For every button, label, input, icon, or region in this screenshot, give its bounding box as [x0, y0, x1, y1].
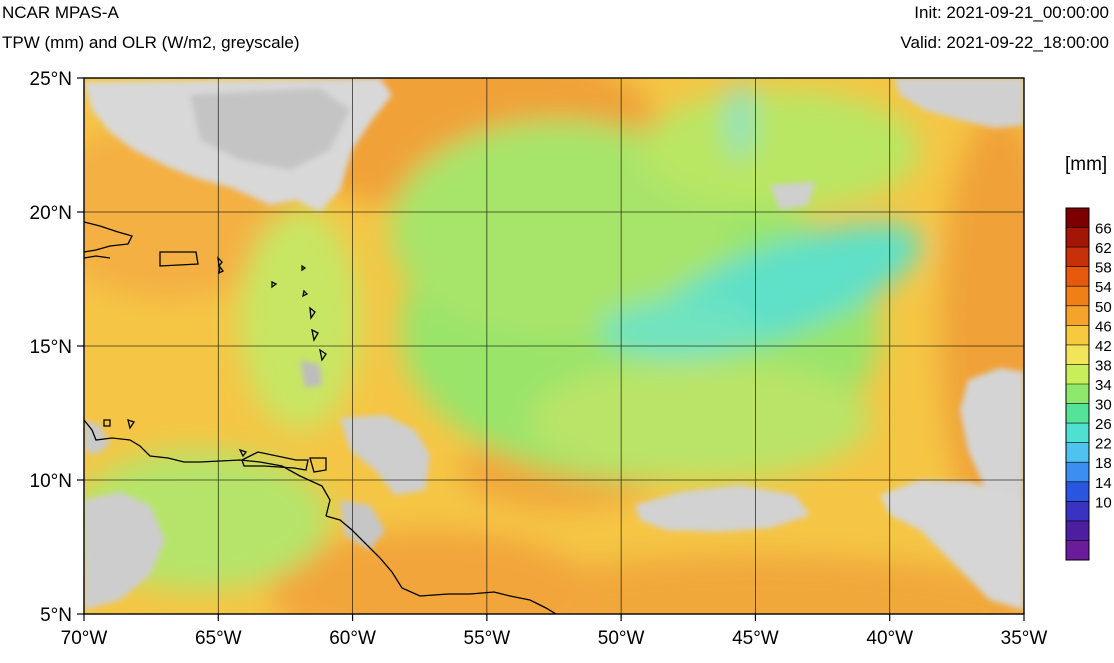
colorbar-swatch — [1066, 227, 1089, 248]
colorbar-label: 66 — [1095, 221, 1112, 238]
lat-tick-label: 15°N — [30, 337, 72, 358]
olr-clouds — [84, 78, 1024, 610]
axes: 70°W 65°W 60°W 55°W 50°W 45°W 40°W 35°W 5°N 10°N 1… — [30, 69, 1048, 649]
lon-tick-label: 40°W — [866, 628, 913, 649]
lat-tick-label: 25°N — [30, 69, 72, 90]
colorbar-swatch — [1066, 344, 1089, 365]
colorbar-label: 38 — [1095, 357, 1112, 374]
colorbar-swatch — [1066, 520, 1089, 541]
colorbar-swatch — [1066, 423, 1089, 443]
colorbar-swatch — [1066, 540, 1089, 561]
colorbar-swatch — [1066, 247, 1089, 267]
colorbar-swatch — [1066, 384, 1089, 404]
lon-tick-label: 35°W — [1001, 628, 1048, 649]
lon-tick-label: 55°W — [464, 628, 511, 649]
lon-tick-label: 60°W — [329, 628, 376, 649]
colorbar-label: 26 — [1095, 416, 1112, 433]
colorbar-unit-label: [mm] — [1065, 154, 1107, 175]
colorbar-label: 54 — [1095, 279, 1112, 296]
colorbar-swatch — [1066, 266, 1089, 287]
colorbar-swatch — [1066, 481, 1089, 502]
colorbar-swatch — [1066, 462, 1089, 483]
colorbar-swatch — [1066, 364, 1089, 385]
lat-tick-label: 20°N — [30, 203, 72, 224]
lon-tick-label: 50°W — [598, 628, 645, 649]
coastlines — [84, 221, 557, 614]
colorbar-swatch — [1066, 325, 1089, 346]
colorbar-swatch — [1066, 305, 1089, 326]
colorbar-swatch — [1066, 501, 1089, 522]
lon-tick-label: 65°W — [195, 628, 242, 649]
graticule — [84, 78, 1024, 614]
tpw-field — [84, 78, 1024, 614]
colorbar-swatch — [1066, 442, 1089, 463]
figure-subtitle: TPW (mm) and OLR (W/m2, greyscale) — [2, 33, 300, 52]
colorbar: [mm] 66 62 58 54 50 46 42 38 34 30 26 22 18 14 10 — [1065, 154, 1112, 561]
colorbar-label: 50 — [1095, 299, 1112, 316]
colorbar-swatch — [1066, 208, 1089, 228]
lat-tick-label: 5°N — [40, 605, 72, 626]
init-time: Init: 2021-09-21_00:00:00 — [914, 3, 1109, 22]
colorbar-label: 34 — [1095, 377, 1112, 394]
colorbar-label: 14 — [1095, 475, 1112, 492]
lon-tick-label: 45°W — [732, 628, 779, 649]
lon-tick-label: 70°W — [61, 628, 108, 649]
colorbar-label: 42 — [1095, 338, 1112, 355]
colorbar-swatch — [1066, 403, 1089, 424]
figure-title: NCAR MPAS-A — [2, 3, 119, 22]
colorbar-label: 18 — [1095, 455, 1112, 472]
lat-tick-label: 10°N — [30, 471, 72, 492]
colorbar-label: 62 — [1095, 240, 1112, 257]
colorbar-label: 46 — [1095, 318, 1112, 335]
colorbar-label: 22 — [1095, 436, 1112, 453]
valid-time: Valid: 2021-09-22_18:00:00 — [900, 33, 1109, 52]
colorbar-label: 30 — [1095, 397, 1112, 414]
colorbar-label: 58 — [1095, 260, 1112, 277]
colorbar-label: 10 — [1095, 494, 1112, 511]
colorbar-swatch — [1066, 286, 1089, 307]
